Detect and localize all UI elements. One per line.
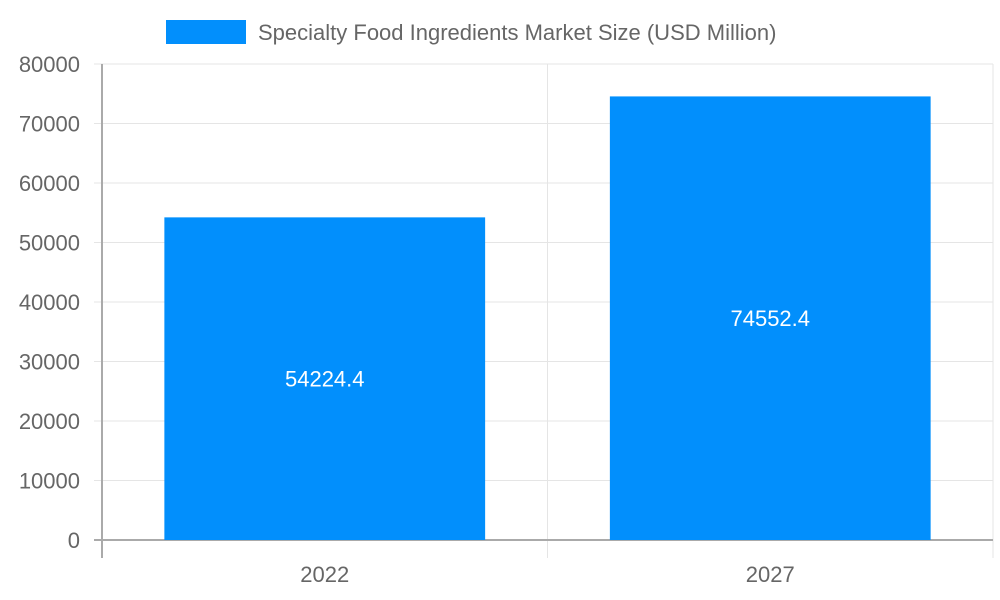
x-tick-label: 2022 — [300, 562, 349, 587]
legend-swatch — [166, 20, 246, 44]
bar-value-label: 54224.4 — [285, 367, 365, 392]
y-tick-label: 20000 — [19, 409, 80, 434]
bars: 54224.4 74552.4 — [164, 96, 931, 541]
y-tick-label: 10000 — [19, 469, 80, 494]
bar-2022[interactable] — [164, 217, 486, 541]
y-tick-label: 70000 — [19, 112, 80, 137]
bar-2027[interactable] — [609, 96, 931, 541]
y-tick-label: 30000 — [19, 350, 80, 375]
legend[interactable]: Specialty Food Ingredients Market Size (… — [166, 20, 776, 45]
y-tick-label: 0 — [68, 528, 80, 553]
bar-value-label: 74552.4 — [730, 306, 810, 331]
legend-label: Specialty Food Ingredients Market Size (… — [258, 20, 776, 45]
y-tick-label: 40000 — [19, 290, 80, 315]
y-axis: 0 10000 20000 30000 40000 50000 60000 70000 8000… — [19, 52, 80, 553]
y-tick-label: 50000 — [19, 231, 80, 256]
y-tick-label: 80000 — [19, 52, 80, 77]
y-tick-label: 60000 — [19, 171, 80, 196]
x-tick-label: 2027 — [746, 562, 795, 587]
x-axis: 2022 2027 — [94, 539, 993, 587]
